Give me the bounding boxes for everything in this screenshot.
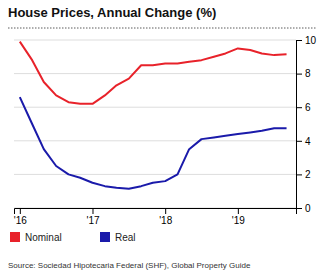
legend-label: Nominal	[25, 232, 62, 243]
tick-label: 8	[305, 68, 311, 79]
grid-line	[14, 40, 296, 41]
tick-label: '19	[232, 215, 245, 226]
line	[20, 42, 287, 104]
tick-mark	[92, 208, 93, 214]
x-tick: '18	[159, 208, 172, 226]
legend: Nominal Real	[10, 232, 136, 243]
tick-label: '17	[86, 215, 99, 226]
x-axis: '16 '17 '18 '19	[14, 208, 297, 226]
tick-mark	[165, 208, 166, 214]
tick-label: 4	[305, 136, 311, 147]
legend-swatch	[10, 232, 20, 242]
y-tick: 2	[296, 169, 311, 180]
y-tick: 0	[296, 203, 311, 214]
axis-line	[297, 41, 303, 209]
tick-label: '16	[14, 215, 27, 226]
tick-label: 2	[305, 169, 311, 180]
x-tick: '16	[14, 208, 27, 226]
grid-line	[14, 174, 296, 175]
tick-mark	[296, 141, 302, 142]
tick-label: 0	[305, 203, 311, 214]
legend-item: Nominal	[10, 232, 62, 243]
tick-mark	[296, 107, 302, 108]
tick-label: 6	[305, 102, 311, 113]
grid-line	[14, 107, 296, 108]
line	[20, 97, 287, 189]
y-tick: 4	[296, 136, 311, 147]
legend-label: Real	[115, 232, 136, 243]
tick-mark	[296, 174, 302, 175]
title: House Prices, Annual Change (%)	[8, 5, 216, 20]
grid-line	[14, 140, 296, 141]
grid	[14, 40, 296, 208]
tick-mark	[238, 208, 239, 214]
x-tick: '19	[232, 208, 245, 226]
axis-line	[15, 209, 297, 215]
separator	[8, 28, 316, 29]
y-axis: 0 2 4 6 8 10	[296, 35, 317, 214]
legend-swatch	[100, 232, 110, 242]
tick-mark	[296, 208, 302, 209]
annotation: Source: Sociedad Hipotecaria Federal (SH…	[8, 261, 251, 270]
chart: House Prices, Annual Change (%) '16 '17 '18…	[0, 0, 324, 274]
y-tick: 10	[296, 35, 317, 46]
tick-mark	[20, 208, 21, 214]
series-group	[20, 42, 287, 189]
grid-line	[14, 73, 296, 74]
legend-item: Real	[100, 232, 136, 243]
y-tick: 8	[296, 68, 311, 79]
tick-mark	[296, 40, 302, 41]
tick-label: 10	[305, 35, 317, 46]
tick-mark	[296, 74, 302, 75]
y-tick: 6	[296, 102, 311, 113]
x-tick: '17	[86, 208, 99, 226]
tick-label: '18	[159, 215, 172, 226]
plot: '16 '17 '18 '19 0 2 4 6 8 10	[14, 35, 317, 226]
